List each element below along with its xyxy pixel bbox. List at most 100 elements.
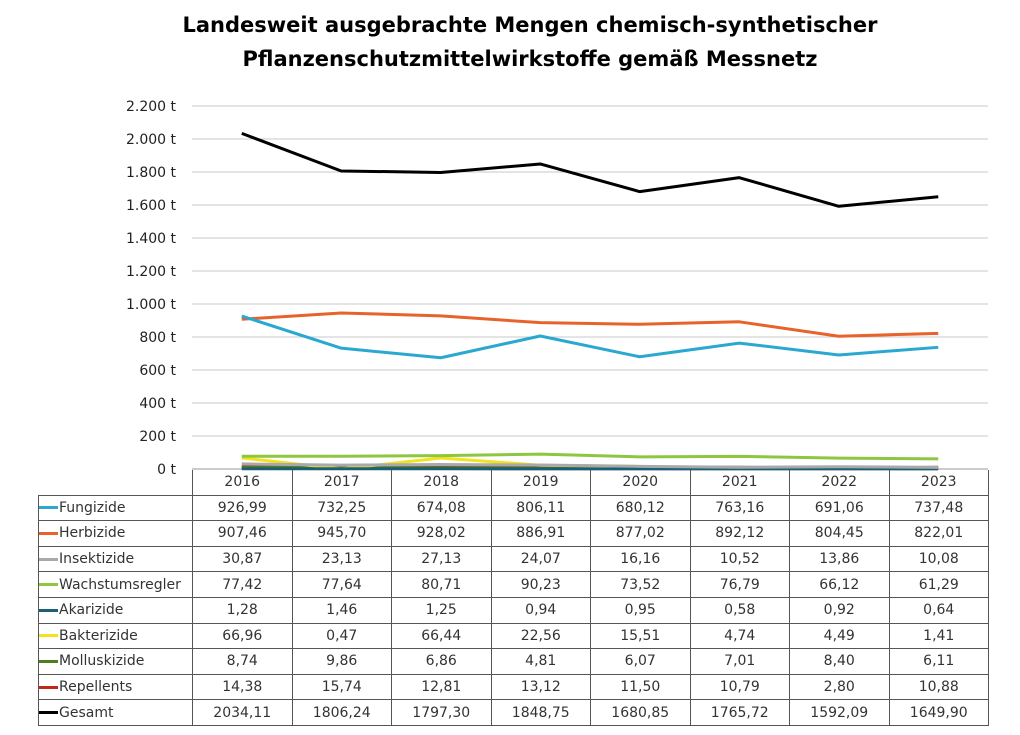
table-row: Herbizide 907,46 945,70 928,02 886,91 877,02 8… bbox=[38, 520, 989, 547]
data-label: 1,25 bbox=[391, 596, 492, 624]
data-label: 1592,09 bbox=[789, 699, 890, 726]
y-tick-label: 1.400 t bbox=[126, 231, 177, 247]
legend-entry: Fungizide bbox=[38, 494, 193, 522]
data-label: 13,86 bbox=[789, 545, 890, 573]
y-tick-label: 2.000 t bbox=[126, 132, 177, 148]
legend-key bbox=[39, 531, 58, 535]
y-tick-label: 600 t bbox=[139, 363, 176, 379]
legend-key bbox=[39, 608, 58, 612]
data-label: 6,07 bbox=[590, 648, 691, 675]
data-label: 4,74 bbox=[689, 622, 790, 650]
x-tick-label: 2023 bbox=[888, 470, 989, 496]
data-label: 763,16 bbox=[689, 494, 790, 522]
data-label: 22,56 bbox=[490, 622, 591, 650]
data-label: 1,28 bbox=[192, 596, 293, 624]
data-label: 61,29 bbox=[888, 571, 989, 598]
data-label: 66,96 bbox=[192, 622, 293, 650]
y-tick-label: 0 t bbox=[157, 462, 176, 478]
legend-entry: Akarizide bbox=[38, 596, 193, 624]
table-row: Gesamt 2034,11 1806,24 1797,30 1848,75 1680,8… bbox=[38, 699, 989, 726]
table-row: Akarizide 1,28 1,46 1,25 0,94 0,95 0,58 0,92 0,6… bbox=[38, 596, 989, 624]
data-label: 24,07 bbox=[490, 545, 591, 573]
x-tick-label: 2018 bbox=[391, 470, 492, 496]
data-label: 7,01 bbox=[689, 648, 790, 675]
y-tick-label: 1.200 t bbox=[126, 264, 177, 280]
table-row: Wachstumsregler 77,42 77,64 80,71 90,23 73,52… bbox=[38, 571, 989, 598]
data-label: 13,12 bbox=[490, 673, 591, 701]
data-label: 877,02 bbox=[590, 520, 691, 547]
y-tick-label: 1.000 t bbox=[126, 297, 177, 313]
data-label: 928,02 bbox=[391, 520, 492, 547]
table-row: Repellents 14,38 15,74 12,81 13,12 11,50 10,79… bbox=[38, 673, 989, 701]
chart-title-line-2: Pflanzenschutzmittelwirkstoffe gemäß Mes… bbox=[242, 47, 818, 71]
data-label: 0,47 bbox=[291, 622, 392, 650]
legend-entry: Molluskizide bbox=[38, 648, 193, 675]
chart-title: Landesweit ausgebrachte Mengen chemisch-… bbox=[0, 8, 1020, 76]
data-label: 1680,85 bbox=[590, 699, 691, 726]
data-label: 10,79 bbox=[689, 673, 790, 701]
series-line-insektizide bbox=[241, 462, 939, 469]
data-label: 926,99 bbox=[192, 494, 293, 522]
x-tick-label: 2019 bbox=[490, 470, 591, 496]
data-label: 1797,30 bbox=[391, 699, 492, 726]
legend-label: Akarizide bbox=[59, 602, 124, 619]
data-label: 1848,75 bbox=[490, 699, 591, 726]
data-label: 0,58 bbox=[689, 596, 790, 624]
data-label: 886,91 bbox=[490, 520, 591, 547]
chart-title-line-1: Landesweit ausgebrachte Mengen chemisch-… bbox=[182, 13, 878, 37]
y-tick-label: 1.800 t bbox=[126, 165, 177, 181]
data-label: 10,08 bbox=[888, 545, 989, 573]
table-row: Molluskizide 8,74 9,86 6,86 4,81 6,07 7,01 8,40… bbox=[38, 648, 989, 675]
data-label: 1,46 bbox=[291, 596, 392, 624]
data-label: 10,52 bbox=[689, 545, 790, 573]
data-label: 27,13 bbox=[391, 545, 492, 573]
data-label: 892,12 bbox=[689, 520, 790, 547]
data-label: 14,38 bbox=[192, 673, 293, 701]
data-label: 732,25 bbox=[291, 494, 392, 522]
data-label: 0,95 bbox=[590, 596, 691, 624]
x-tick-label: 2016 bbox=[192, 470, 293, 496]
data-label: 8,40 bbox=[789, 648, 890, 675]
legend-key bbox=[39, 659, 58, 663]
data-label: 804,45 bbox=[789, 520, 890, 547]
legend-key bbox=[39, 583, 58, 587]
legend-label: Insektizide bbox=[59, 551, 135, 568]
legend-key bbox=[39, 711, 58, 715]
x-tick-label: 2020 bbox=[590, 470, 691, 496]
legend-entry: Repellents bbox=[38, 673, 193, 701]
x-tick-label: 2021 bbox=[689, 470, 790, 496]
series-line-gesamt bbox=[241, 131, 939, 208]
data-label: 76,79 bbox=[689, 571, 790, 598]
data-label: 9,86 bbox=[291, 648, 392, 675]
data-label: 2,80 bbox=[789, 673, 890, 701]
x-tick-label: 2022 bbox=[789, 470, 890, 496]
legend-entry: Wachstumsregler bbox=[38, 571, 193, 598]
data-label: 77,64 bbox=[291, 571, 392, 598]
table-row: Insektizide 30,87 23,13 27,13 24,07 16,16 10,5… bbox=[38, 545, 989, 573]
data-label: 0,92 bbox=[789, 596, 890, 624]
data-label: 11,50 bbox=[590, 673, 691, 701]
y-tick-label: 200 t bbox=[139, 429, 176, 445]
data-label: 30,87 bbox=[192, 545, 293, 573]
legend-label: Repellents bbox=[59, 679, 133, 696]
data-label: 6,86 bbox=[391, 648, 492, 675]
data-label: 77,42 bbox=[192, 571, 293, 598]
legend-label: Herbizide bbox=[59, 525, 126, 542]
table-row: Fungizide 926,99 732,25 674,08 806,11 680,12 7… bbox=[38, 494, 989, 522]
legend-entry: Gesamt bbox=[38, 699, 193, 726]
data-label: 80,71 bbox=[391, 571, 492, 598]
data-label: 16,16 bbox=[590, 545, 691, 573]
series-line-wachstumsregler bbox=[241, 452, 939, 461]
y-tick-label: 1.600 t bbox=[126, 198, 177, 214]
legend-entry: Herbizide bbox=[38, 520, 193, 547]
data-label: 945,70 bbox=[291, 520, 392, 547]
data-label: 8,74 bbox=[192, 648, 293, 675]
data-label: 1765,72 bbox=[689, 699, 790, 726]
data-label: 2034,11 bbox=[192, 699, 293, 726]
data-label: 23,13 bbox=[291, 545, 392, 573]
data-label: 10,88 bbox=[888, 673, 989, 701]
y-tick-label: 2.200 t bbox=[126, 99, 177, 115]
series-line-herbizide bbox=[241, 311, 939, 338]
data-label: 90,23 bbox=[490, 571, 591, 598]
